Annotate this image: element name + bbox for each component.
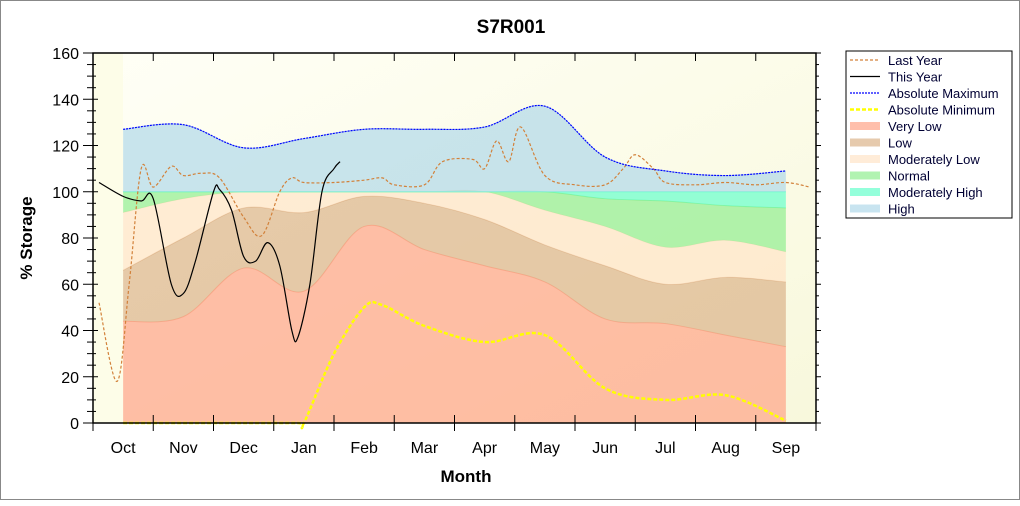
band-moderately-low xyxy=(123,190,786,285)
line-absolute-maximum xyxy=(123,104,786,177)
x-axis-label: Month xyxy=(441,467,492,486)
legend-label: Absolute Minimum xyxy=(888,103,995,118)
y-tick-label: 120 xyxy=(52,139,79,156)
x-tick-label: Nov xyxy=(169,440,197,457)
band-edge xyxy=(123,224,786,348)
y-tick-label: 60 xyxy=(61,277,79,294)
y-tick-label: 20 xyxy=(61,370,79,387)
legend-swatch xyxy=(850,171,880,180)
x-tick-label: Feb xyxy=(350,440,378,457)
band-moderately-high xyxy=(123,191,786,208)
x-tick-label: Apr xyxy=(472,440,498,457)
legend-label: Very Low xyxy=(888,119,942,134)
x-tick-label: Jan xyxy=(291,440,317,457)
x-tick-label: Dec xyxy=(229,440,257,457)
legend-label: Low xyxy=(888,136,912,151)
chart-title: S7R001 xyxy=(477,17,546,38)
band-high xyxy=(123,105,786,192)
legend-label: Normal xyxy=(888,169,930,184)
legend-label: Moderately High xyxy=(888,185,983,200)
x-tick-label: Oct xyxy=(111,440,136,457)
line-this-year xyxy=(98,161,341,343)
band-very-low xyxy=(123,225,786,423)
y-tick-label: 80 xyxy=(61,231,79,248)
legend-label: Absolute Maximum xyxy=(888,86,999,101)
legend-label: Moderately Low xyxy=(888,152,980,167)
y-tick-label: 40 xyxy=(61,324,79,341)
y-tick-label: 160 xyxy=(52,46,79,63)
legend-swatch xyxy=(850,155,880,163)
band-low xyxy=(123,196,786,347)
legend-swatch xyxy=(850,204,880,213)
legend-label: High xyxy=(888,202,915,217)
y-tick-label: 140 xyxy=(52,92,79,109)
x-tick-label: Sep xyxy=(772,440,801,457)
band-normal xyxy=(123,190,786,252)
y-tick-label: 0 xyxy=(70,416,79,433)
x-tick-label: Jun xyxy=(592,440,618,457)
x-tick-label: May xyxy=(530,440,560,457)
y-tick-label: 100 xyxy=(52,185,79,202)
legend-label: This Year xyxy=(888,70,943,85)
x-tick-label: Mar xyxy=(411,440,439,457)
legend-label: Last Year xyxy=(888,53,943,68)
x-tick-label: Aug xyxy=(711,440,739,457)
y-axis-label: % Storage xyxy=(17,196,36,279)
legend-swatch xyxy=(850,138,880,147)
x-tick-label: Jul xyxy=(655,440,675,457)
legend-swatch xyxy=(850,188,880,196)
legend-swatch xyxy=(850,122,880,130)
